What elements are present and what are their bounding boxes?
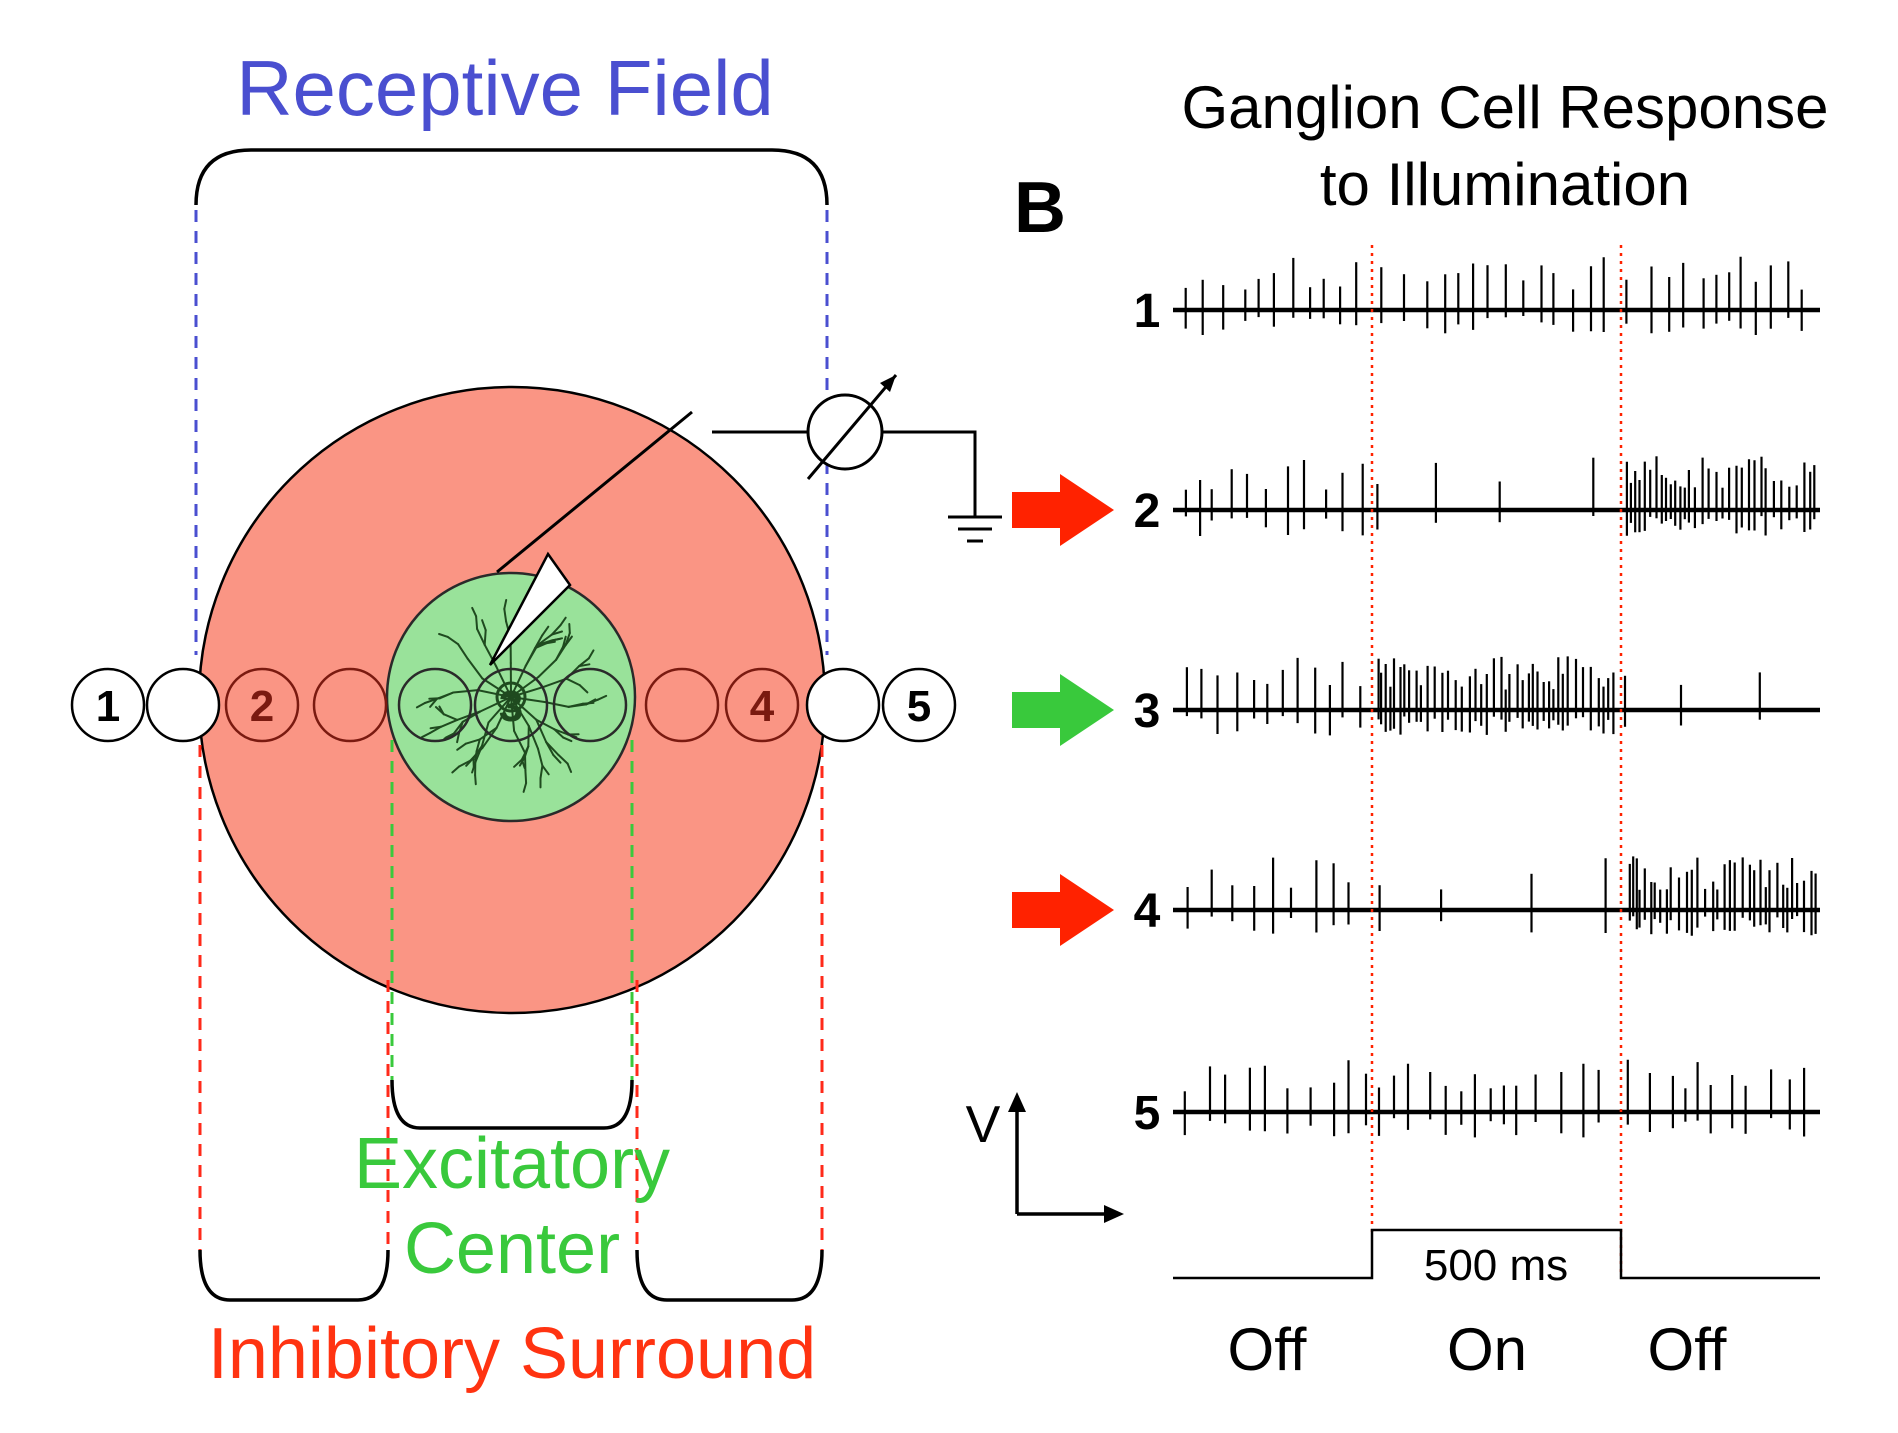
trace-5: 5 (1134, 1060, 1820, 1140)
dendrite-branch (525, 770, 526, 783)
stimulus-spot-a (147, 669, 219, 741)
voltage-axis-label: V (966, 1096, 1001, 1154)
inhibitory-surround-left-bracket (200, 1250, 388, 1300)
period-label-on: On (1447, 1316, 1527, 1383)
position-label-1: 1 (96, 682, 120, 731)
trace-arrow-icon (1012, 874, 1114, 946)
dendrite-branch (476, 616, 477, 629)
position-label-4: 4 (750, 682, 775, 731)
response-panel: B Ganglion Cell Response to Illumination… (966, 74, 1829, 1383)
spike-traces: 1 2 3 4 5 (1012, 257, 1820, 1140)
panel-letter: B (1014, 168, 1066, 248)
trace-label-5: 5 (1134, 1087, 1161, 1140)
receptive-field-panel: Receptive Field (72, 44, 1002, 1394)
trace-label-1: 1 (1134, 285, 1161, 338)
inhibitory-surround-label: Inhibitory Surround (208, 1314, 816, 1394)
excitatory-center-bracket (392, 1080, 632, 1128)
receptive-field-bracket (196, 150, 827, 205)
stimulus-spot-f (807, 669, 879, 741)
position-label-5: 5 (907, 682, 931, 731)
dendrite-branch (583, 703, 594, 704)
trace-3: 3 (1012, 656, 1820, 746)
meter-lead-right (882, 432, 975, 517)
response-title-line1: Ganglion Cell Response (1181, 74, 1828, 141)
stimulus-duration-label: 500 ms (1424, 1241, 1568, 1290)
inhibitory-surround-right-bracket (637, 1250, 822, 1300)
time-axis-arrowhead-icon (1104, 1205, 1124, 1223)
position-label-3: 3 (499, 682, 523, 731)
trace-1: 1 (1134, 257, 1820, 338)
dendrite-branch (475, 775, 476, 784)
trace-label-2: 2 (1134, 485, 1161, 538)
trace-label-3: 3 (1134, 685, 1161, 738)
receptive-field-title: Receptive Field (236, 44, 774, 132)
trace-label-4: 4 (1134, 885, 1161, 938)
dendrite-branch (569, 624, 570, 633)
excitatory-center-label-line2: Center (404, 1209, 620, 1289)
period-label-off-2: Off (1648, 1316, 1727, 1383)
excitatory-center-label-line1: Excitatory (354, 1124, 670, 1204)
trace-arrow-icon (1012, 474, 1114, 546)
trace-arrow-icon (1012, 674, 1114, 746)
trace-2: 2 (1012, 456, 1820, 546)
voltage-axis-arrowhead-icon (1008, 1092, 1026, 1112)
dendrite-branch (485, 630, 486, 645)
response-title-line2: to Illumination (1320, 151, 1690, 218)
trace-4: 4 (1012, 856, 1820, 946)
period-label-off-1: Off (1228, 1316, 1307, 1383)
position-label-2: 2 (250, 682, 274, 731)
